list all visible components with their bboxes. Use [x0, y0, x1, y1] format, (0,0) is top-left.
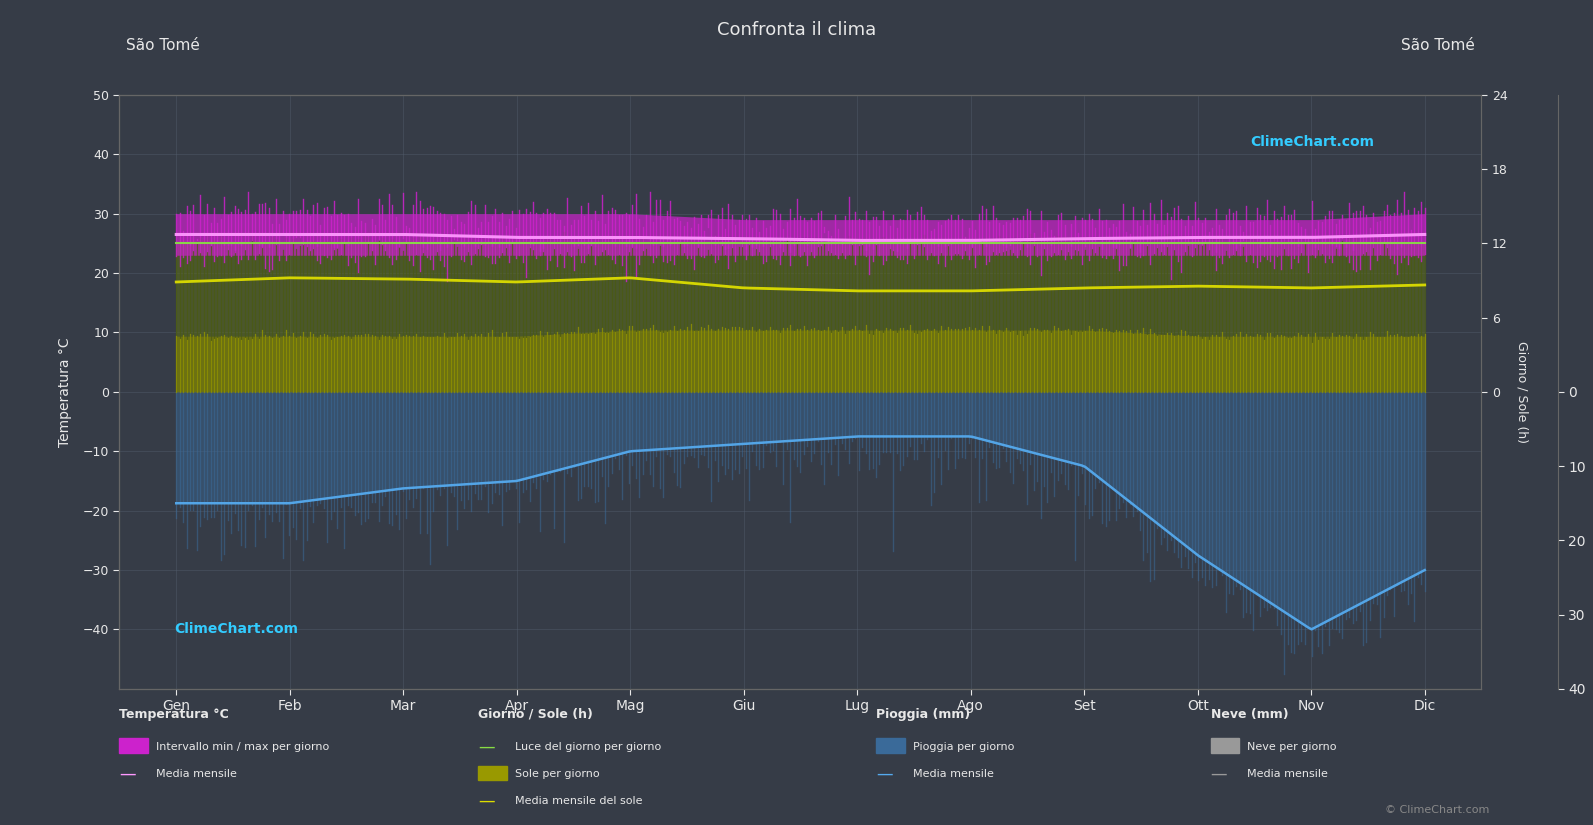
Text: Neve (mm): Neve (mm)	[1211, 708, 1289, 721]
Text: Luce del giorno per giorno: Luce del giorno per giorno	[515, 742, 661, 752]
Y-axis label: Temperatura °C: Temperatura °C	[57, 337, 72, 446]
Text: ClimeChart.com: ClimeChart.com	[1251, 135, 1373, 149]
Text: Neve per giorno: Neve per giorno	[1247, 742, 1337, 752]
Text: Temperatura °C: Temperatura °C	[119, 708, 229, 721]
Text: —: —	[478, 792, 494, 810]
Text: Pioggia (mm): Pioggia (mm)	[876, 708, 970, 721]
Text: Giorno / Sole (h): Giorno / Sole (h)	[478, 708, 593, 721]
Text: Media mensile del sole: Media mensile del sole	[515, 796, 642, 806]
Text: Media mensile: Media mensile	[156, 769, 237, 779]
Text: —: —	[1211, 765, 1227, 783]
Text: —: —	[478, 738, 494, 756]
Y-axis label: Giorno / Sole (h): Giorno / Sole (h)	[1515, 341, 1529, 443]
Text: —: —	[876, 765, 892, 783]
Text: © ClimeChart.com: © ClimeChart.com	[1384, 804, 1489, 814]
Text: Sole per giorno: Sole per giorno	[515, 769, 599, 779]
Text: —: —	[119, 765, 135, 783]
Text: ClimeChart.com: ClimeChart.com	[174, 623, 298, 636]
Text: Confronta il clima: Confronta il clima	[717, 21, 876, 39]
Text: Media mensile: Media mensile	[913, 769, 994, 779]
Text: São Tomé: São Tomé	[126, 38, 201, 54]
Text: Pioggia per giorno: Pioggia per giorno	[913, 742, 1015, 752]
Text: Intervallo min / max per giorno: Intervallo min / max per giorno	[156, 742, 330, 752]
Text: Media mensile: Media mensile	[1247, 769, 1329, 779]
Text: São Tomé: São Tomé	[1400, 38, 1475, 54]
